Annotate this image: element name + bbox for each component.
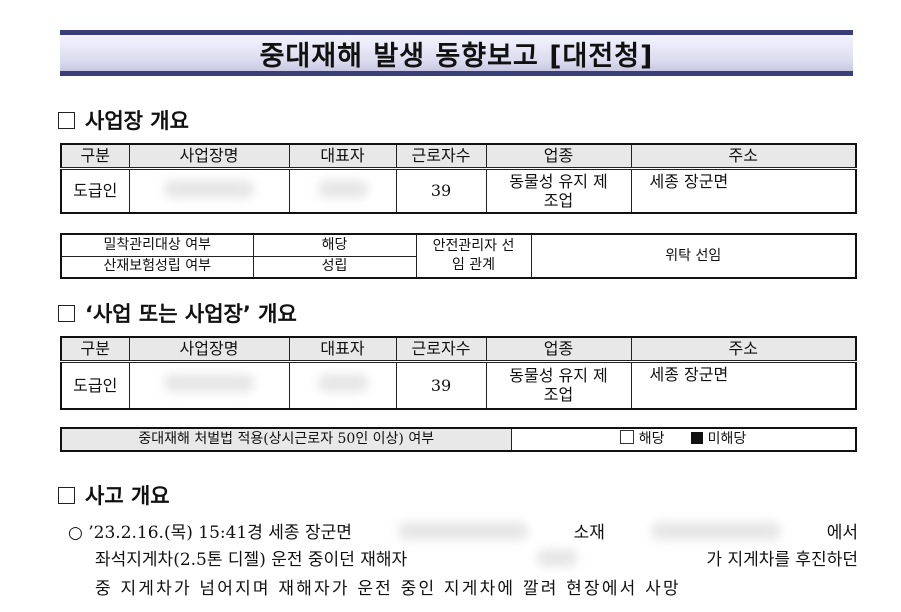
table-row: 도급인 39 동물성 유지 제조업 세종 장군면 [60,167,857,214]
unchecked-box-icon [620,430,635,444]
accident-line-2: 좌석지게차(2.5톤 디젤) 운전 중이던 재해자 가 지게차를 후진하던 [95,545,858,570]
col-header: 근로자수 [395,336,487,363]
redacted-rep [288,360,397,410]
accident-line-3: 중 지게차가 넘어지며 재해자가 운전 중인 지게차에 깔려 현장에서 사망 [95,574,858,599]
type-cell: 도급인 [60,360,130,410]
checkbox-icon [58,111,75,129]
col-header: 대표자 [288,336,397,363]
value: 해당 [252,233,417,257]
option-not-applicable[interactable]: 미해당 [691,431,746,447]
option-applicable[interactable]: 해당 [620,430,665,447]
type-cell: 도급인 [60,167,130,214]
business-table: 구분 사업장명 대표자 근로자수 업종 주소 도급인 39 동물성 유지 제조업… [60,336,857,410]
text: ’23.2.16.(목) 15:41경 세종 장군면 [88,523,352,543]
text: 좌석지게차(2.5톤 디젤) 운전 중이던 재해자 [95,550,408,570]
label: 산재보험성립 여부 [60,255,254,279]
redacted-rep [288,167,397,214]
col-header: 주소 [630,336,857,363]
redacted [397,521,528,540]
redacted [650,521,781,540]
section-title: 사업장 개요 [85,109,189,133]
checkbox-icon [58,486,75,504]
text: 소재 [573,523,605,543]
col-header: 구분 [60,143,130,170]
workers-cell: 39 [395,167,487,214]
law-label: 중대재해 처벌법 적용(상시근로자 50인 이상) 여부 [60,427,512,452]
section-heading-accident: 사고 개요 [58,480,170,510]
table-header-row: 구분 사업장명 대표자 근로자수 업종 주소 [60,336,857,363]
col-header: 근로자수 [395,143,487,170]
redacted-name [128,167,290,214]
address-text: 세종 장군면 [649,171,729,191]
bullet-icon: ○ [68,523,83,543]
text: 에서 [826,523,858,543]
page-title: 중대재해 발생 동향보고 [대전청] [259,40,654,72]
section-heading-business: ‘사업 또는 사업장’ 개요 [58,298,297,328]
redacted-name [128,360,290,410]
workers-cell: 39 [395,360,487,410]
text: 가 지게차를 후진하던 [706,550,858,570]
section-title: 사고 개요 [85,484,170,508]
title-banner: 중대재해 발생 동향보고 [대전청] [60,30,853,76]
value: 성립 [252,255,417,279]
address-text: 세종 장군면 [649,364,729,384]
section-heading-workplace: 사업장 개요 [58,105,189,135]
col-header: 대표자 [288,143,397,170]
value: 위탁 선임 [530,233,857,279]
checked-box-icon [691,432,704,444]
industry-cell: 동물성 유지 제조업 [485,167,632,214]
accident-line-1: ○ ’23.2.16.(목) 15:41경 세종 장군면 소재 에서 [68,518,858,543]
law-table: 중대재해 처벌법 적용(상시근로자 50인 이상) 여부 해당 미해당 [60,427,857,452]
table-header-row: 구분 사업장명 대표자 근로자수 업종 주소 [60,143,857,170]
col-header: 사업장명 [128,143,290,170]
text: 중 지게차가 넘어지며 재해자가 운전 중인 지게차에 깔려 현장에서 사망 [95,579,681,599]
label: 밀착관리대상 여부 [60,233,254,257]
redacted [536,548,577,567]
section-title: ‘사업 또는 사업장’ 개요 [85,302,297,326]
col-header: 사업장명 [128,336,290,363]
col-header: 구분 [60,336,130,363]
option-label: 미해당 [707,431,747,447]
checkbox-icon [58,304,75,322]
law-options: 해당 미해당 [510,427,857,452]
workplace-table: 구분 사업장명 대표자 근로자수 업종 주소 도급인 39 동물성 유지 제조업… [60,143,857,214]
info-table: 밀착관리대상 여부 해당 안전관리자 선임 관계 위탁 선임 산재보험성립 여부 성립 [60,233,857,279]
address-cell: 세종 장군면 [630,167,857,214]
address-cell: 세종 장군면 [630,360,857,410]
col-header: 주소 [630,143,857,170]
label: 안전관리자 선임 관계 [415,233,532,279]
col-header: 업종 [485,143,632,170]
col-header: 업종 [485,336,632,363]
table-row: 도급인 39 동물성 유지 제조업 세종 장군면 [60,360,857,410]
industry-cell: 동물성 유지 제조업 [485,360,632,410]
option-label: 해당 [638,431,665,447]
